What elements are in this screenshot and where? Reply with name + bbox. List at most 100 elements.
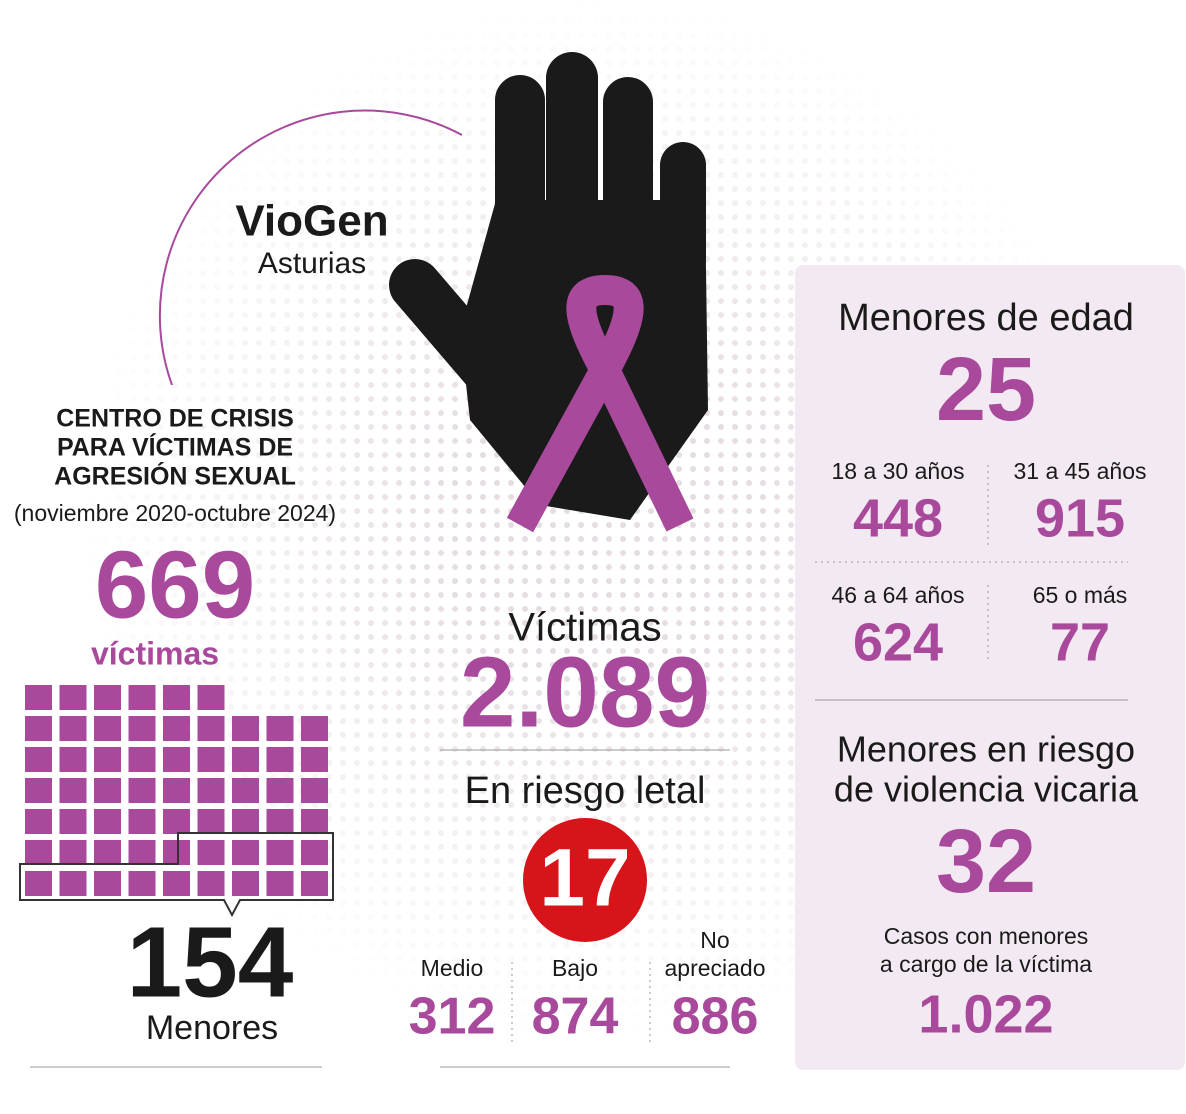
panel-title: de violencia vicaria — [834, 769, 1139, 810]
section-title: CENTRO DE CRISIS — [56, 405, 294, 433]
waffle-square — [25, 747, 52, 772]
waffle-square — [197, 809, 225, 834]
waffle-square — [94, 685, 121, 710]
risk-level-value: 874 — [532, 988, 619, 1046]
risk-level-label: Bajo — [552, 955, 598, 981]
title: VioGen — [235, 197, 388, 246]
waffle-square — [94, 809, 121, 834]
waffle-square — [301, 809, 328, 834]
waffle-square — [128, 685, 156, 710]
risk-level-value: 886 — [672, 988, 759, 1046]
waffle-square — [128, 716, 156, 741]
waffle-square — [128, 840, 156, 865]
waffle-square — [232, 716, 259, 741]
victims-number: 669 — [95, 531, 255, 638]
waffle-square — [266, 840, 294, 865]
waffle-square — [128, 809, 156, 834]
waffle-square — [163, 871, 190, 896]
waffle-square — [128, 871, 156, 896]
waffle-square — [197, 871, 225, 896]
waffle-square — [163, 747, 190, 772]
victims-number: 2.089 — [460, 636, 710, 748]
subtitle: Asturias — [258, 247, 366, 280]
minors-number: 25 — [936, 340, 1036, 440]
waffle-square — [197, 778, 225, 803]
waffle-square — [197, 716, 225, 741]
waffle-square — [301, 840, 328, 865]
panel — [795, 265, 1185, 1070]
waffle-square — [266, 871, 294, 896]
waffle-square — [301, 871, 328, 896]
risk-circle — [523, 818, 647, 942]
waffle-square — [163, 685, 190, 710]
age-label: 31 a 45 años — [1013, 458, 1146, 484]
age-value: 624 — [853, 612, 943, 672]
waffle-square — [25, 685, 52, 710]
panel-title: Menores en riesgo — [837, 729, 1135, 770]
waffle-square — [59, 685, 87, 710]
age-value: 448 — [853, 488, 943, 548]
arc — [158, 109, 463, 386]
waffle-square — [94, 778, 121, 803]
waffle-square — [301, 716, 328, 741]
waffle-square — [25, 871, 52, 896]
ribbon — [506, 274, 694, 533]
age-value: 77 — [1050, 612, 1110, 672]
waffle-square — [59, 747, 87, 772]
panel-title: Menores de edad — [838, 297, 1134, 339]
risk-level-value: 312 — [409, 988, 496, 1046]
waffle-square — [128, 747, 156, 772]
section-title: PARA VÍCTIMAS DE — [57, 433, 293, 462]
waffle-square — [232, 778, 259, 803]
waffle-square — [301, 778, 328, 803]
cases-number: 1.022 — [918, 984, 1053, 1044]
risk-level-label: No — [700, 927, 729, 953]
waffle-square — [197, 747, 225, 772]
cases-label: a cargo de la víctima — [880, 951, 1092, 977]
waffle-square — [163, 778, 190, 803]
minors-outline — [19, 832, 334, 918]
waffle-square — [266, 778, 294, 803]
waffle-square — [163, 840, 190, 865]
waffle-square — [197, 685, 225, 710]
waffle-square — [266, 809, 294, 834]
waffle-square — [266, 747, 294, 772]
waffle-square — [25, 778, 52, 803]
age-label: 46 a 64 años — [831, 582, 964, 608]
waffle-square — [163, 809, 190, 834]
section-title: AGRESIÓN SEXUAL — [54, 461, 296, 491]
risk-level-label: Medio — [421, 955, 484, 981]
victims-label: Víctimas — [508, 606, 661, 650]
waffle-square — [197, 840, 225, 865]
waffle-square — [25, 840, 52, 865]
vicarious-number: 32 — [936, 812, 1036, 912]
waffle-square — [25, 716, 52, 741]
minors-label: Menores — [146, 1009, 278, 1047]
waffle-square — [94, 716, 121, 741]
waffle-square — [232, 747, 259, 772]
waffle-square — [59, 716, 87, 741]
waffle-square — [128, 778, 156, 803]
waffle-square — [301, 747, 328, 772]
waffle-square — [94, 840, 121, 865]
risk-label: En riesgo letal — [465, 770, 706, 812]
waffle — [25, 685, 328, 896]
age-label: 65 o más — [1033, 582, 1128, 608]
waffle-square — [163, 716, 190, 741]
period: (noviembre 2020-octubre 2024) — [14, 500, 336, 526]
waffle-square — [59, 778, 87, 803]
waffle-square — [59, 871, 87, 896]
waffle-square — [266, 716, 294, 741]
waffle-square — [25, 809, 52, 834]
waffle-square — [232, 840, 259, 865]
waffle-square — [94, 871, 121, 896]
waffle-square — [232, 871, 259, 896]
cases-label: Casos con menores — [884, 923, 1089, 949]
waffle-square — [59, 809, 87, 834]
waffle-square — [232, 809, 259, 834]
risk-number: 17 — [539, 833, 630, 924]
minors-number: 154 — [127, 906, 294, 1018]
risk-level-label: apreciado — [664, 955, 765, 981]
